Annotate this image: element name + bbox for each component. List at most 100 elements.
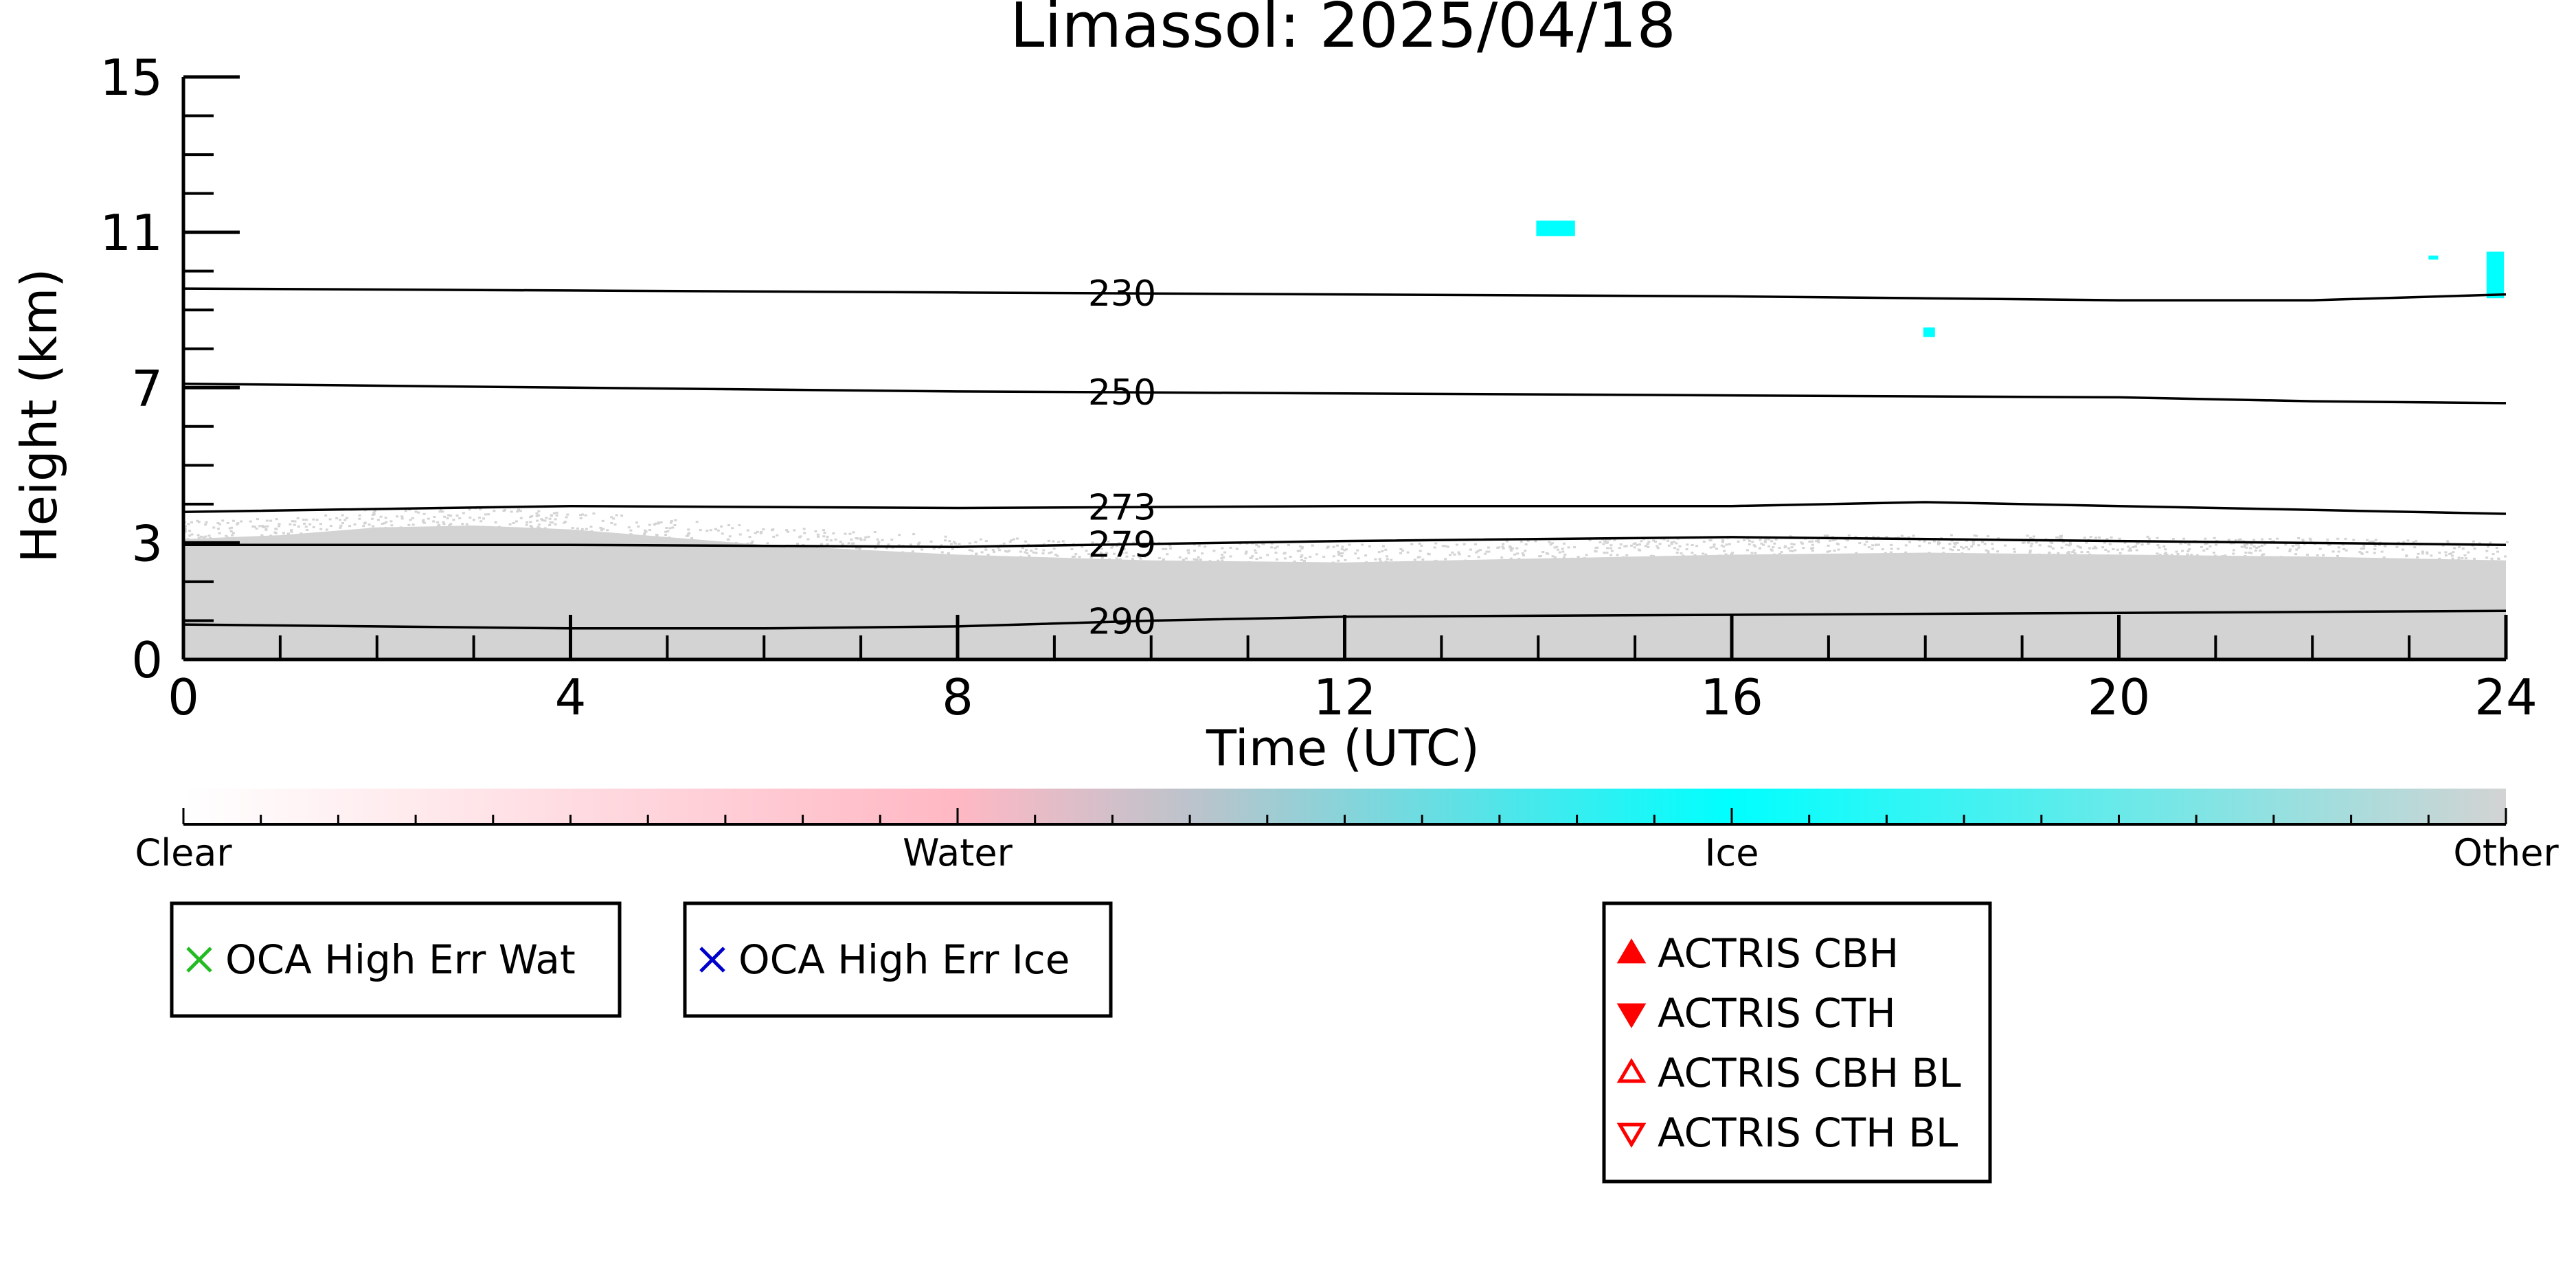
- other-speckle: [1004, 550, 1007, 552]
- other-speckle: [417, 511, 420, 514]
- other-speckle: [1675, 552, 1679, 554]
- other-speckle: [643, 532, 646, 534]
- other-speckle: [1326, 546, 1329, 549]
- other-speckle: [2073, 552, 2077, 554]
- other-speckle: [897, 544, 901, 547]
- other-speckle: [1715, 547, 1718, 550]
- other-speckle: [1467, 555, 1471, 558]
- other-speckle: [2438, 557, 2441, 560]
- other-speckle: [1800, 541, 1803, 544]
- other-speckle: [404, 510, 407, 512]
- other-speckle: [825, 539, 828, 541]
- other-speckle: [2147, 542, 2151, 545]
- other-speckle: [1750, 552, 1754, 554]
- other-speckle: [2401, 558, 2404, 561]
- other-speckle: [705, 530, 709, 532]
- other-speckle: [2061, 541, 2065, 543]
- other-speckle: [1890, 543, 1893, 546]
- other-speckle: [1337, 559, 1340, 562]
- other-speckle: [373, 527, 376, 530]
- other-speckle: [1685, 548, 1688, 551]
- other-speckle: [1032, 551, 1035, 554]
- other-speckle: [1605, 552, 1609, 554]
- other-speckle: [1656, 545, 1659, 547]
- other-speckle: [1120, 552, 1124, 554]
- other-speckle: [1918, 539, 1921, 542]
- other-speckle: [478, 517, 481, 519]
- other-speckle: [847, 542, 850, 545]
- other-speckle: [545, 517, 548, 519]
- other-speckle: [1941, 547, 1945, 550]
- other-speckle: [2374, 539, 2377, 541]
- other-speckle: [2402, 541, 2406, 543]
- other-speckle: [1100, 552, 1103, 554]
- other-speckle: [1654, 541, 1657, 543]
- other-speckle: [971, 550, 974, 552]
- other-speckle: [1884, 552, 1887, 554]
- other-speckle: [1666, 539, 1669, 542]
- other-speckle: [799, 535, 802, 538]
- other-speckle: [2316, 554, 2319, 556]
- other-speckle: [1182, 558, 1185, 561]
- other-speckle: [599, 526, 602, 529]
- other-speckle: [1752, 544, 1756, 547]
- other-speckle: [916, 543, 920, 545]
- other-speckle: [225, 534, 228, 537]
- other-speckle: [291, 520, 294, 523]
- other-speckle: [1111, 545, 1114, 547]
- other-speckle: [2441, 544, 2445, 547]
- other-speckle: [1112, 552, 1116, 555]
- other-speckle: [408, 508, 411, 511]
- other-speckle: [1357, 557, 1360, 560]
- other-speckle: [1948, 543, 1952, 545]
- other-speckle: [953, 541, 956, 543]
- other-speckle: [2051, 547, 2055, 550]
- other-speckle: [2444, 554, 2448, 556]
- other-speckle: [1693, 554, 1697, 556]
- other-speckle: [1143, 555, 1146, 558]
- other-speckle: [1245, 550, 1248, 553]
- other-speckle: [2473, 557, 2476, 560]
- other-speckle: [2328, 543, 2331, 546]
- other-speckle: [1603, 540, 1607, 543]
- other-speckle: [217, 528, 220, 530]
- other-speckle: [881, 539, 884, 541]
- other-speckle: [1965, 539, 1968, 542]
- other-speckle: [1811, 540, 1814, 543]
- other-speckle: [748, 536, 752, 538]
- legend-entry: ACTRIS CTH: [1616, 990, 1896, 1037]
- other-speckle: [190, 521, 193, 523]
- other-speckle: [1563, 558, 1566, 561]
- other-speckle: [1164, 547, 1168, 550]
- other-speckle: [2119, 552, 2122, 554]
- other-speckle: [414, 510, 418, 513]
- other-speckle: [802, 528, 806, 530]
- other-speckle: [1006, 550, 1009, 553]
- other-speckle: [2369, 540, 2373, 543]
- other-speckle: [1553, 556, 1557, 558]
- other-speckle: [1556, 548, 1559, 551]
- other-speckle: [2029, 551, 2032, 554]
- other-speckle: [229, 530, 233, 532]
- other-speckle: [422, 512, 426, 515]
- axes: 0 3 7 11 15 0 4 8 12 16 20 24: [100, 49, 2537, 726]
- other-speckle: [1722, 545, 1726, 548]
- other-speckle: [2146, 535, 2149, 538]
- other-speckle: [1936, 543, 1940, 545]
- other-speckle: [1509, 547, 1513, 550]
- other-speckle: [1772, 553, 1776, 556]
- other-speckle: [1730, 552, 1733, 555]
- other-speckle: [1270, 542, 1274, 545]
- other-speckle: [1356, 549, 1359, 552]
- colorbar-label: Ice: [1705, 831, 1759, 874]
- other-speckle: [979, 538, 982, 541]
- other-speckle: [358, 517, 361, 520]
- other-speckle: [2101, 546, 2105, 549]
- other-speckle: [2259, 549, 2262, 552]
- other-speckle: [370, 517, 374, 520]
- other-speckle: [1401, 550, 1404, 552]
- other-speckle: [2162, 545, 2166, 548]
- other-speckle: [1721, 539, 1725, 541]
- other-speckle: [1789, 550, 1792, 552]
- other-speckle: [433, 516, 436, 518]
